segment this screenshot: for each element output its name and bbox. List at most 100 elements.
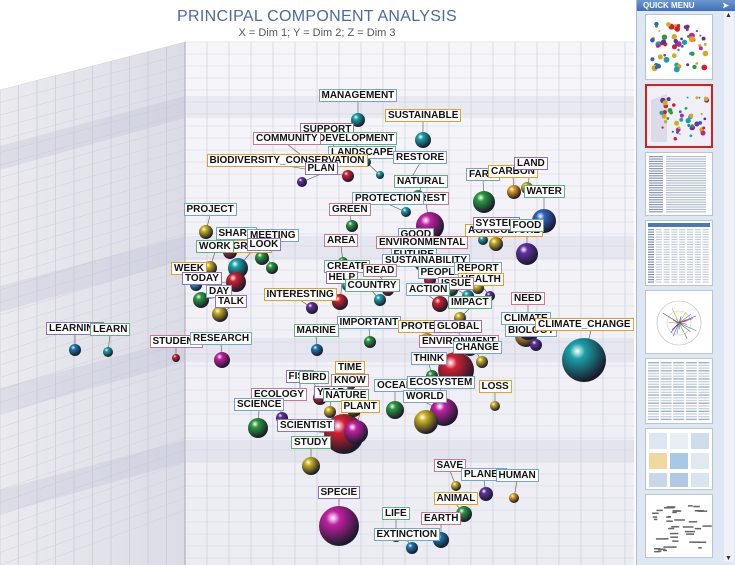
sphere-marker: [516, 243, 538, 265]
point-label: LAND: [514, 157, 548, 170]
sphere-marker: [490, 401, 500, 411]
point-label: SCIENTIST: [277, 419, 336, 432]
thumbnail-1[interactable]: [645, 14, 713, 80]
sphere-marker: [193, 292, 209, 308]
scroll-down-icon[interactable]: ▼: [725, 555, 732, 562]
sphere-marker: [414, 410, 438, 434]
point-label: SPECIE: [317, 486, 361, 499]
point-label: TALK: [215, 295, 247, 308]
point-label: PLANT: [340, 400, 380, 413]
thumbnail-7[interactable]: [645, 428, 713, 490]
sphere-marker: [479, 487, 493, 501]
sphere-marker: [473, 191, 495, 213]
point-label: RESEARCH: [190, 332, 253, 345]
point-label: LIFE: [382, 507, 410, 520]
sphere-marker: [509, 493, 519, 503]
point-label: CLIMATE_CHANGE: [535, 318, 634, 331]
thumbnail-6[interactable]: [645, 358, 713, 424]
point-label: AREA: [324, 234, 359, 247]
point-label: GREEN: [329, 203, 371, 216]
point-label: CHANGE: [452, 341, 502, 354]
sphere-marker: [478, 235, 488, 245]
point-label: HUMAN: [495, 469, 539, 482]
point-label: WATER: [523, 185, 565, 198]
sphere-marker: [401, 207, 411, 217]
thumbnail-2[interactable]: [645, 84, 713, 148]
sphere-marker: [103, 347, 113, 357]
thumbnail-8[interactable]: [645, 494, 713, 558]
point-label: BIODIVERSITY_CONSERVATION: [206, 154, 368, 167]
point-label: INTERESTING: [263, 288, 337, 301]
sphere-marker: [432, 296, 448, 312]
sphere-marker: [69, 344, 81, 356]
quick-menu-title: QUICK MENU: [643, 1, 695, 10]
sphere-marker: [406, 542, 418, 554]
point-label: KNOW: [331, 374, 369, 387]
chart-subtitle: X = Dim 1; Y = Dim 2; Z = Dim 3: [238, 27, 396, 39]
sphere-marker: [255, 251, 269, 265]
point-label: TIME: [335, 361, 365, 374]
quick-menu-header: QUICK MENU ➤: [637, 0, 735, 11]
sphere-marker: [489, 237, 503, 251]
sphere-marker: [351, 113, 365, 127]
point-label: SCIENCE: [234, 398, 285, 411]
point-label: NEED: [511, 292, 545, 305]
sphere-marker: [364, 336, 376, 348]
point-label: LOOK: [246, 238, 282, 251]
arrow-right-icon[interactable]: ➤: [722, 1, 729, 10]
sphere-marker: [476, 356, 488, 368]
point-label: TODAY: [182, 272, 222, 285]
sphere-marker: [451, 481, 461, 491]
sphere-marker: [306, 302, 318, 314]
sphere-marker: [297, 177, 307, 187]
sphere-marker: [415, 132, 431, 148]
point-label: GLOBAL: [434, 320, 483, 333]
point-label: EXTINCTION: [373, 528, 441, 541]
point-label: IMPORTANT: [336, 316, 402, 329]
sphere-marker: [324, 406, 336, 418]
point-label: COUNTRY: [344, 279, 400, 292]
point-label: PROTECTION: [352, 192, 424, 205]
point-label: WORLD: [403, 390, 447, 403]
scroll-up-icon[interactable]: ▲: [725, 12, 732, 19]
sphere-marker: [530, 339, 542, 351]
quick-menu-scrollbar[interactable]: ▲ ▼: [724, 12, 734, 562]
quick-menu-panel: QUICK MENU ➤: [636, 0, 735, 565]
thumbnail-3[interactable]: [645, 152, 713, 216]
point-label: LEARN: [90, 323, 131, 336]
point-label: WORK: [196, 240, 234, 253]
sphere-marker: [266, 262, 278, 274]
chart-title: PRINCIPAL COMPONENT ANALYSIS: [177, 8, 457, 25]
point-label: STUDY: [291, 436, 331, 449]
spheres-layer: [69, 101, 606, 554]
point-label: SAVE: [433, 459, 466, 472]
chart-area: MANAGEMENT SUSTAINABLE SUPPORT DEVELOPMENT C…: [0, 8, 634, 565]
point-label: ACTION: [406, 283, 451, 296]
sphere-marker: [311, 344, 323, 356]
sphere-marker: [342, 170, 354, 182]
sphere-marker: [507, 185, 521, 199]
point-label: NATURAL: [394, 175, 448, 188]
point-label: FOOD: [509, 219, 545, 232]
sphere-marker: [248, 418, 268, 438]
point-label: READ: [363, 264, 398, 277]
sphere-marker: [302, 457, 320, 475]
point-label: SYSTEM: [472, 217, 520, 230]
sphere-marker: [319, 506, 359, 546]
point-label: SUSTAINABLE: [385, 109, 462, 122]
point-label: BIRD: [299, 371, 330, 384]
sphere-marker: [212, 306, 228, 322]
labels-layer: MANAGEMENT SUSTAINABLE SUPPORT DEVELOPMENT C…: [46, 89, 634, 541]
point-label: COMMUNITY: [253, 132, 321, 145]
point-label: PROJECT: [183, 203, 237, 216]
sphere-marker: [386, 401, 404, 419]
sphere-marker: [172, 354, 180, 362]
sphere-marker: [374, 294, 386, 306]
point-label: MANAGEMENT: [318, 89, 398, 102]
thumbnail-5[interactable]: [645, 290, 713, 354]
point-label: THINK: [410, 352, 448, 365]
sphere-marker: [376, 171, 384, 179]
thumbnail-4[interactable]: [645, 220, 713, 286]
point-label: LEARNING: [46, 322, 105, 335]
point-label: LOSS: [478, 380, 512, 393]
